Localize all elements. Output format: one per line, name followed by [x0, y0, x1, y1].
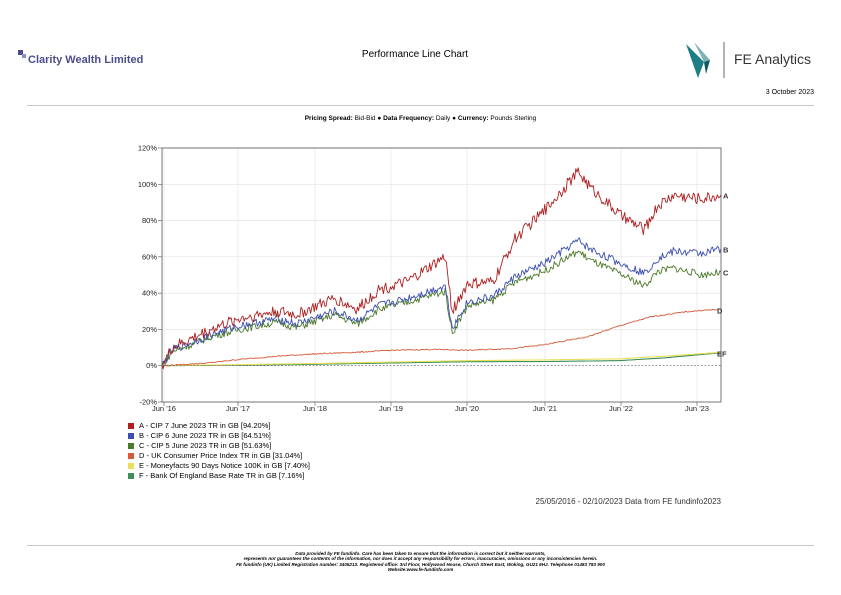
bullet-separator: ●: [452, 115, 457, 122]
chart-legend: A - CIP 7 June 2023 TR in GB [94.20%] B -…: [128, 421, 310, 481]
plot-frame: [161, 147, 722, 403]
legend-item: D - UK Consumer Price Index TR in GB [31…: [128, 451, 310, 461]
series-line-D: [161, 308, 722, 367]
currency-label: Currency:: [457, 115, 489, 122]
series-end-label-B: B: [723, 246, 729, 255]
page-title: Performance Line Chart: [361, 49, 469, 60]
legend-label: C - CIP 5 June 2023 TR in GB [51.63%]: [139, 441, 272, 450]
currency-value: Pounds Sterling: [488, 115, 537, 122]
x-tick-label: Jun '19: [379, 404, 403, 413]
legend-item: E - Moneyfacts 90 Days Notice 100K in GB…: [128, 461, 310, 471]
x-tick-label: Jun '17: [226, 404, 250, 413]
company-name: Clarity Wealth Limited: [28, 54, 144, 66]
legend-label: F - Bank Of England Base Rate TR in GB […: [139, 471, 305, 480]
chart-axes: -20% 0% 20% 40% 60% 80% 100% 120% Jun '16 Jun '17…: [138, 144, 729, 414]
series-end-label-A: A: [723, 192, 729, 201]
series-end-label-C: C: [723, 269, 729, 278]
x-tick-label: Jun '16: [152, 404, 176, 413]
fe-logo-mark-icon: [686, 42, 725, 78]
fe-analytics-logo: FE Analytics: [684, 40, 824, 80]
bullet-separator: ●: [377, 115, 382, 122]
clarity-wealth-logo: Clarity Wealth Limited: [18, 50, 158, 72]
chart-gridlines: [162, 147, 721, 403]
x-tick-label: Jun '18: [303, 404, 327, 413]
x-tick-label: Jun '20: [455, 404, 479, 413]
chart-series: [161, 167, 722, 370]
y-tick-label: 120%: [138, 144, 158, 153]
legend-swatch: [128, 443, 134, 449]
y-tick-label: 80%: [142, 216, 157, 225]
legend-item: A - CIP 7 June 2023 TR in GB [94.20%]: [128, 421, 310, 431]
y-tick-label: 60%: [142, 252, 157, 261]
disclaimer-line: represents nor guarantees the contents o…: [243, 556, 598, 562]
report-date: 3 October 2023: [765, 89, 814, 96]
legend-swatch: [128, 463, 134, 469]
disclaimer-line: FE fundinfo (UK) Limited Registration nu…: [236, 561, 605, 567]
provider-name: FE Analytics: [734, 51, 812, 67]
series-line-A: [161, 167, 722, 370]
series-line-C: [161, 250, 722, 366]
data-frequency-value: Daily: [434, 115, 453, 122]
disclaimer-line: Website:www.fe-fundinfo.com: [387, 567, 454, 573]
legend-item: F - Bank Of England Base Rate TR in GB […: [128, 471, 310, 481]
series-end-label-D: D: [717, 307, 723, 316]
y-tick-label: 40%: [142, 289, 157, 298]
x-tick-label: Jun '22: [609, 404, 633, 413]
date-range-note: 25/05/2016 - 02/10/2023 Data from FE fun…: [535, 497, 721, 506]
y-tick-label: 20%: [142, 325, 157, 334]
legend-swatch: [128, 453, 134, 459]
footer-divider: [27, 545, 814, 546]
disclaimer: Data provided by FE fundinfo. Care has b…: [0, 551, 841, 573]
legend-item: C - CIP 5 June 2023 TR in GB [51.63%]: [128, 441, 310, 451]
series-line-E: [162, 351, 722, 367]
data-frequency-label: Data Frequency:: [383, 115, 435, 122]
series-line-F: [162, 352, 722, 367]
legend-label: D - UK Consumer Price Index TR in GB [31…: [139, 451, 303, 460]
chart-settings-line: Pricing Spread: Bid-Bid ● Data Frequency…: [0, 115, 841, 122]
series-end-label-F: F: [722, 350, 727, 359]
disclaimer-line: Data provided by FE fundinfo. Care has b…: [295, 551, 546, 556]
legend-swatch: [128, 473, 134, 479]
legend-swatch: [128, 433, 134, 439]
series-end-label-E: E: [717, 350, 722, 359]
legend-label: B - CIP 6 June 2023 TR in GB [64.51%]: [139, 431, 271, 440]
y-tick-label: 100%: [138, 180, 158, 189]
y-tick-label: 0%: [146, 361, 157, 370]
series-line-B: [161, 237, 722, 366]
legend-swatch: [128, 423, 134, 429]
legend-label: E - Moneyfacts 90 Days Notice 100K in GB…: [139, 461, 310, 470]
legend-item: B - CIP 6 June 2023 TR in GB [64.51%]: [128, 431, 310, 441]
clarity-logo-mark-icon: [18, 50, 26, 58]
x-tick-label: Jun '23: [685, 404, 709, 413]
pricing-spread-value: Bid-Bid: [352, 115, 378, 122]
y-tick-label: -20%: [139, 398, 157, 407]
x-tick-label: Jun '21: [533, 404, 557, 413]
pricing-spread-label: Pricing Spread:: [304, 115, 353, 122]
header-divider: [27, 105, 814, 106]
legend-label: A - CIP 7 June 2023 TR in GB [94.20%]: [139, 421, 271, 430]
